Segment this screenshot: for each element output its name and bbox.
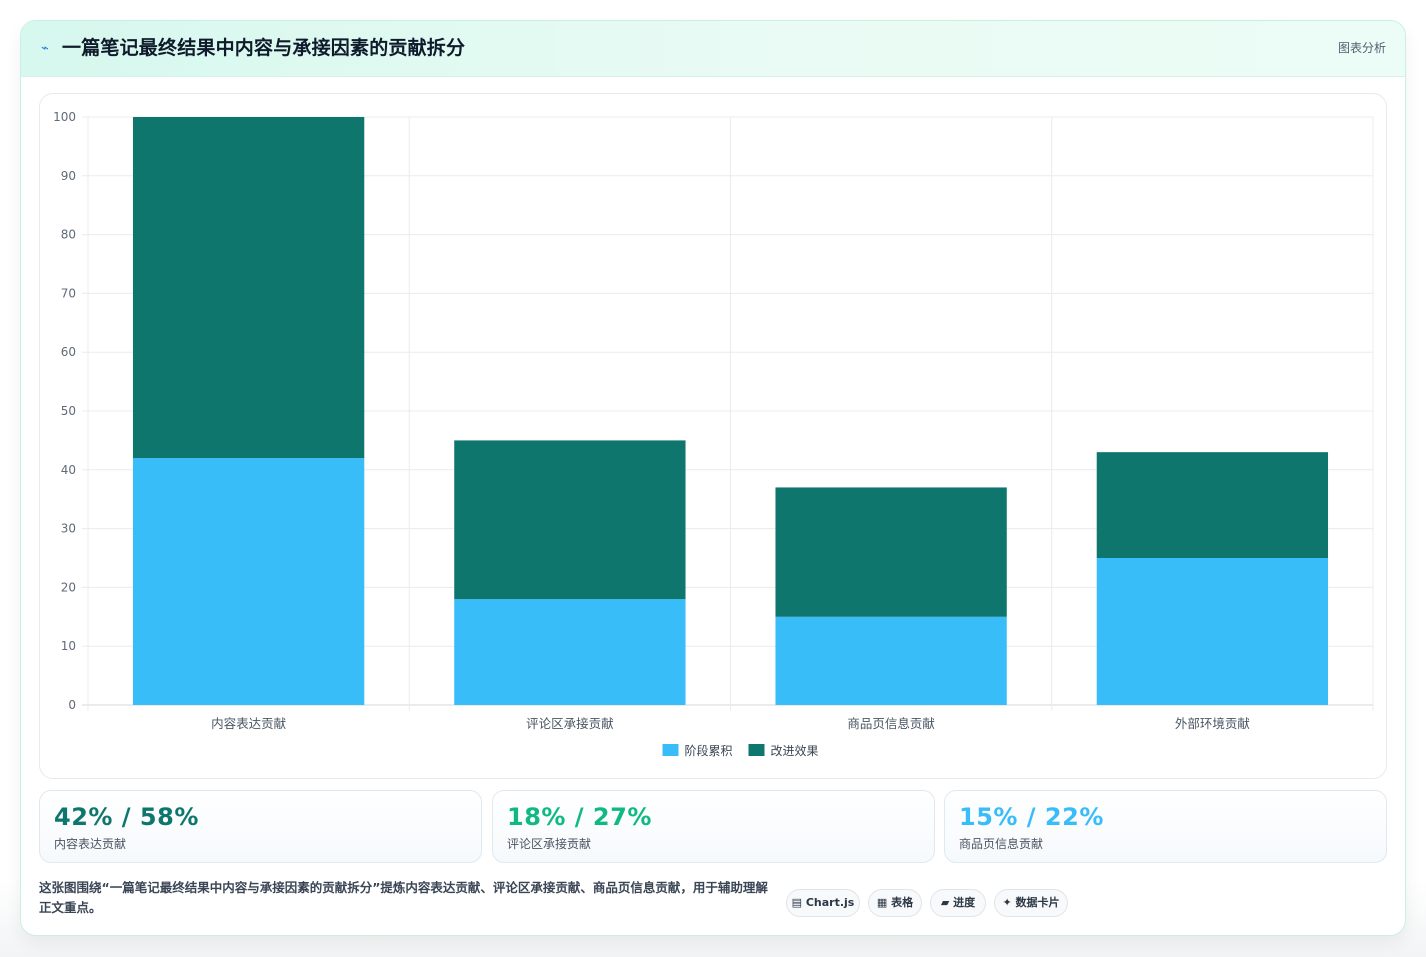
y-tick-label: 90 — [61, 169, 76, 183]
y-tick-label: 10 — [61, 639, 76, 653]
stat-value: 42% / 58% — [54, 803, 199, 831]
y-tick-label: 0 — [68, 698, 76, 712]
y-tick-label: 50 — [61, 404, 76, 418]
bar-improvement-effect — [775, 487, 1007, 617]
chart-description: 这张图围绕“一篇笔记最终结果中内容与承接因素的贡献拆分”提炼内容表达贡献、评论区… — [39, 880, 768, 915]
card-header: ⌁ 一篇笔记最终结果中内容与承接因素的贡献拆分 图表分析 — [21, 21, 1405, 77]
y-tick-label: 20 — [61, 580, 76, 594]
stat-card-comments: 18% / 27% 评论区承接贡献 — [492, 790, 935, 863]
x-tick-label: 外部环境贡献 — [1175, 716, 1250, 731]
stat-card-product-page: 15% / 22% 商品页信息贡献 — [944, 790, 1387, 863]
stat-value: 15% / 22% — [959, 803, 1104, 831]
y-tick-label: 100 — [53, 110, 76, 124]
chip-data-card[interactable]: ✦ 数据卡片 — [994, 889, 1068, 917]
y-tick-label: 60 — [61, 345, 76, 359]
legend-swatch — [748, 744, 765, 756]
bar-stage-accumulation — [132, 458, 365, 705]
y-tick-label: 30 — [61, 522, 76, 536]
bar-stage-accumulation — [454, 599, 686, 705]
stat-label: 商品页信息贡献 — [959, 837, 1044, 851]
chip-table[interactable]: ▦ 表格 — [868, 889, 922, 917]
stat-label: 内容表达贡献 — [54, 837, 127, 851]
bar-improvement-effect — [454, 440, 686, 600]
y-tick-label: 70 — [61, 286, 76, 300]
stat-value: 18% / 27% — [507, 803, 652, 831]
x-tick-label: 商品页信息贡献 — [847, 716, 935, 731]
chip-chartjs[interactable]: ▤ Chart.js — [786, 889, 860, 917]
chip-progress[interactable]: ▰ 进度 — [930, 889, 986, 917]
chart-card: ⌁ 一篇笔记最终结果中内容与承接因素的贡献拆分 图表分析 0 10 20 30 40 50… — [20, 20, 1406, 936]
bar-improvement-effect — [132, 117, 365, 459]
x-tick-label: 内容表达贡献 — [211, 716, 286, 731]
stat-label: 评论区承接贡献 — [507, 837, 592, 851]
bar-improvement-effect — [1096, 452, 1329, 558]
bar-chart: 0 10 20 30 40 50 60 70 80 90 100 内容表达贡献 评论区承接贡献 商品页信息… — [53, 110, 1374, 758]
x-tick-label: 评论区承接贡献 — [526, 716, 614, 731]
header-tag: 图表分析 — [1337, 41, 1386, 55]
bar-stage-accumulation — [1096, 558, 1329, 705]
stat-card-content: 42% / 58% 内容表达贡献 — [39, 790, 482, 863]
lightning-icon: ⌁ — [41, 41, 49, 56]
legend-swatch — [662, 744, 679, 756]
chart-panel: 0 10 20 30 40 50 60 70 80 90 100 内容表达贡献 评论区承接贡献 商品页信息… — [39, 93, 1387, 779]
y-tick-label: 80 — [61, 228, 76, 242]
legend-label: 改进效果 — [771, 743, 819, 758]
chart-title: 一篇笔记最终结果中内容与承接因素的贡献拆分 — [62, 37, 466, 59]
legend-label: 阶段累积 — [685, 743, 733, 758]
bar-stage-accumulation — [775, 616, 1007, 705]
y-tick-label: 40 — [61, 463, 76, 477]
